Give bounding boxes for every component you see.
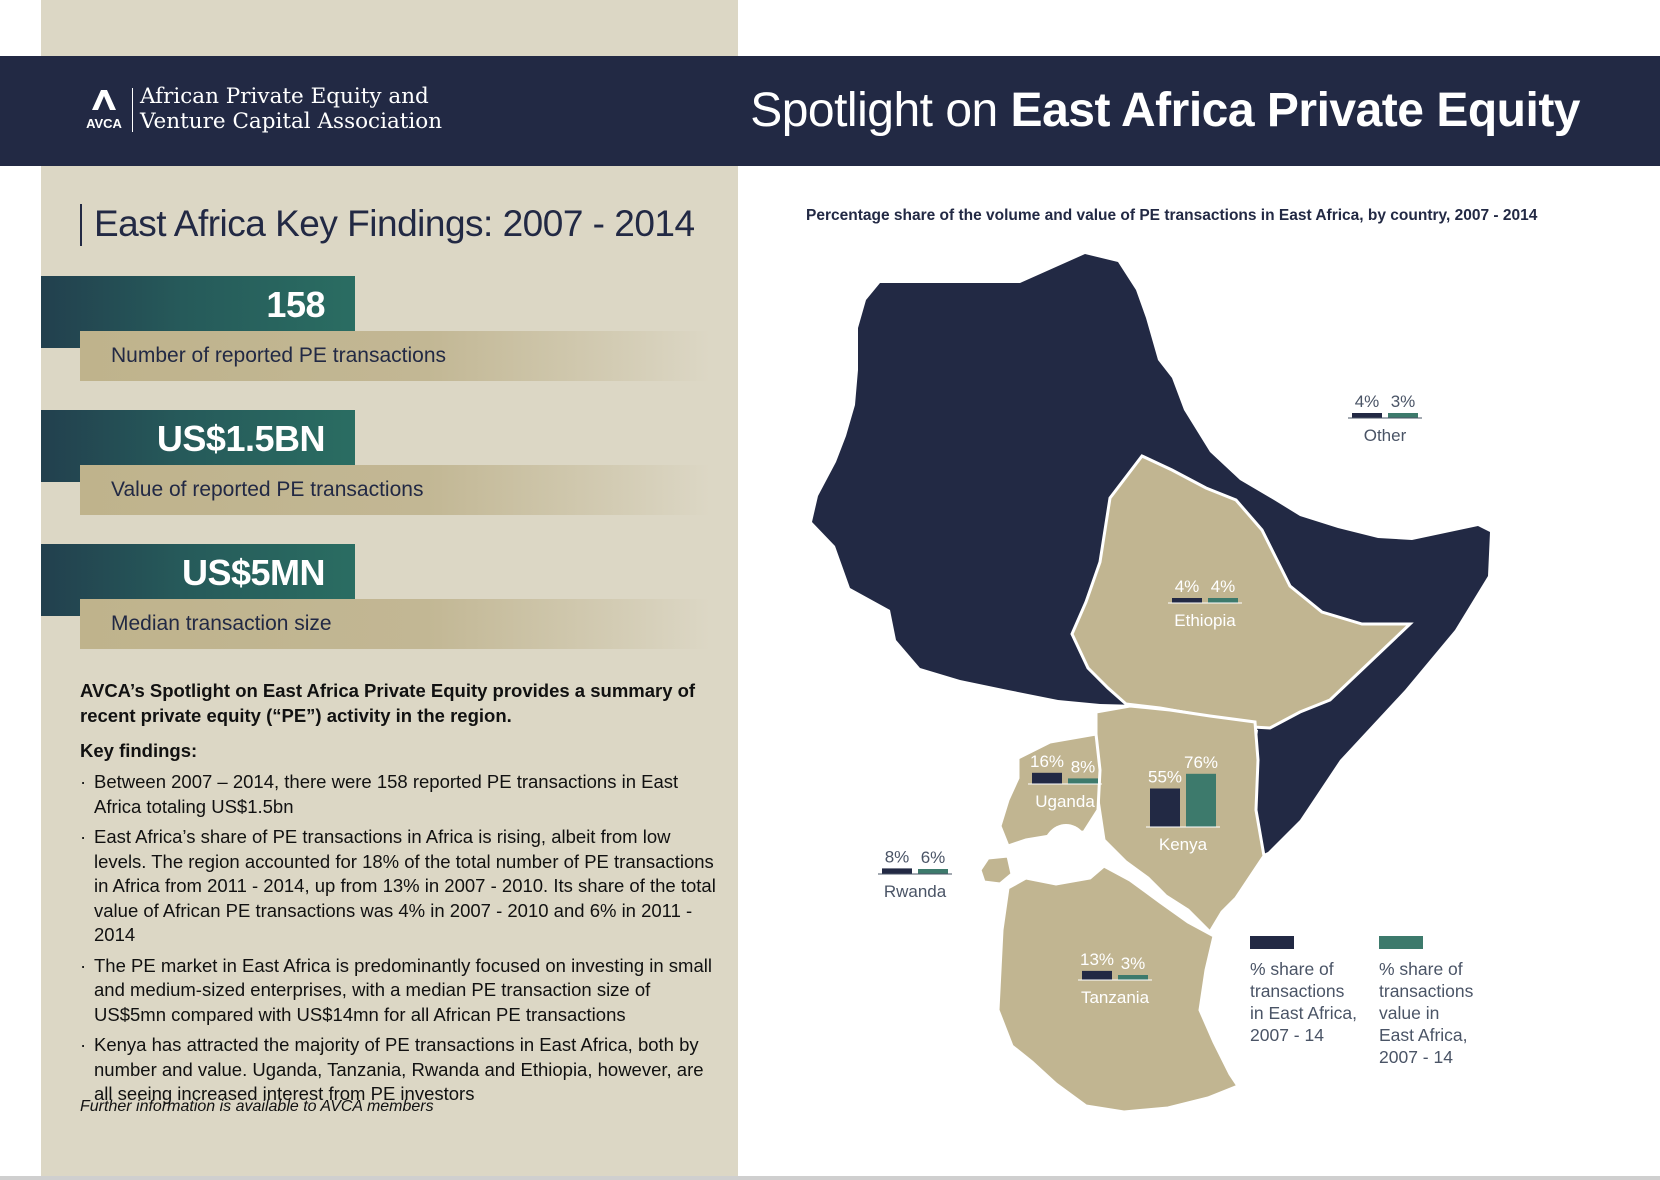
header-bar [0,56,1660,166]
category-label-rwanda: Rwanda [884,882,947,901]
bar-other-series-0 [1352,413,1382,418]
legend-swatch-value [1379,936,1423,949]
legend-swatch-volume [1250,936,1294,949]
legend-line: transactions [1250,981,1345,1001]
category-label-uganda: Uganda [1035,792,1095,811]
intro-paragraph: AVCA’s Spotlight on East Africa Private … [80,680,696,726]
stat-value: US$5MN [181,552,326,593]
legend-line: in East Africa, [1250,1003,1357,1023]
bar-layer [882,413,1418,980]
bar-ethiopia-series-1 [1208,598,1238,603]
bar-uganda-series-1 [1068,778,1098,784]
data-label-rwanda-series-1: 6% [921,848,946,867]
bar-kenya-series-0 [1150,788,1180,827]
map-region-tanzania [996,864,1241,1114]
footnote: Further information is available to AVCA… [80,1098,434,1115]
stat-label: Number of reported PE transactions [111,344,446,367]
bullet-icon: · [80,826,87,847]
category-label-other: Other [1364,426,1407,445]
data-label-kenya-series-1: 76% [1184,753,1218,772]
list-item-text: Between 2007 – 2014, there were 158 repo… [94,771,679,817]
category-label-tanzania: Tanzania [1081,988,1150,1007]
bar-ethiopia-series-0 [1172,598,1202,603]
logo-divider [132,88,133,132]
list-item: · The PE market in East Africa is predomi… [80,954,720,1028]
data-label-rwanda-series-0: 8% [885,847,910,866]
organization-name-line-2: Venture Capital Association [140,109,443,134]
lake-victoria [1042,824,1090,880]
list-item-text: East Africa’s share of PE transactions i… [94,826,716,945]
list-item-text: Kenya has attracted the majority of PE t… [94,1034,704,1104]
findings-accent-bar [80,204,82,246]
legend-line: 2007 - 14 [1250,1025,1324,1045]
data-label-ethiopia-series-0: 4% [1175,577,1200,596]
map-region-ethiopia [1070,454,1414,730]
stat-label: Median transaction size [111,612,332,635]
bullet-icon: · [80,954,87,976]
data-label-kenya-series-0: 55% [1148,768,1182,787]
logo-abbr: AVCA [86,116,122,131]
key-findings-list: · Between 2007 – 2014, there were 158 rep… [80,770,720,1113]
region-shapes [812,254,1490,1114]
legend-line: 2007 - 14 [1379,1047,1453,1067]
chart-title: Percentage share of the volume and value… [806,207,1538,224]
legend-line: % share of [1250,959,1334,979]
key-findings-heading: Key findings: [80,740,198,761]
bar-tanzania-series-0 [1082,970,1112,980]
page-title-bold: East Africa Private Equity [1010,84,1581,137]
stat-label-band-value: Value of reported PE transactions [80,465,710,515]
bar-tanzania-series-1 [1118,975,1148,980]
bullet-icon: · [80,771,87,792]
bullet-icon: · [80,1034,87,1055]
stat-value: 158 [266,284,325,325]
bar-kenya-series-1 [1186,773,1216,827]
data-label-tanzania-series-1: 3% [1121,954,1146,973]
bottom-divider [0,1176,1660,1180]
data-label-other-series-0: 4% [1355,392,1380,411]
legend-line: value in [1379,1003,1440,1023]
map-region-rwanda [978,854,1014,886]
data-label-tanzania-series-0: 13% [1080,950,1114,969]
stat-label-band-transactions: Number of reported PE transactions [80,331,710,381]
data-label-uganda-series-0: 16% [1030,752,1064,771]
page-title-light: Spotlight on [750,84,1011,137]
bar-other-series-1 [1388,413,1418,418]
list-item-text: The PE market in East Africa is predomin… [94,954,712,1025]
findings-heading: East Africa Key Findings: 2007 - 2014 [94,203,695,244]
list-item: · Between 2007 – 2014, there were 158 rep… [80,770,720,819]
stat-label: Value of reported PE transactions [111,478,424,501]
legend-line: East Africa, [1379,1025,1468,1045]
organization-name: African Private Equity and Venture Capit… [140,84,442,134]
organization-name-line-1: African Private Equity and [140,84,429,109]
legend-line: transactions [1379,981,1474,1001]
category-label-kenya: Kenya [1159,835,1208,854]
bar-rwanda-series-1 [918,869,948,874]
legend-label-value: % share of transactions value in East Af… [1379,958,1499,1068]
legend-label-volume: % share of transactions in East Africa, … [1250,958,1370,1046]
legend-line: % share of [1379,959,1463,979]
list-item: · East Africa’s share of PE transactions … [80,825,720,948]
stat-value: US$1.5BN [156,418,326,459]
list-item: · Kenya has attracted the majority of PE … [80,1033,720,1107]
stat-label-band-median: Median transaction size [80,599,710,649]
data-label-other-series-1: 3% [1391,392,1416,411]
data-label-ethiopia-series-1: 4% [1211,577,1236,596]
label-layer: 4% 3% Other 4% 4% Ethiopia 16% 8% Uganda 55%76% Ke… [878,392,1422,1007]
data-label-uganda-series-1: 8% [1071,757,1096,776]
bar-rwanda-series-0 [882,868,912,874]
category-label-ethiopia: Ethiopia [1174,611,1236,630]
map-region-uganda [998,732,1102,848]
bar-uganda-series-0 [1032,772,1062,784]
avca-logo-icon: AVCA [86,90,123,131]
page-title: Spotlight on East Africa Private Equity [750,83,1580,138]
